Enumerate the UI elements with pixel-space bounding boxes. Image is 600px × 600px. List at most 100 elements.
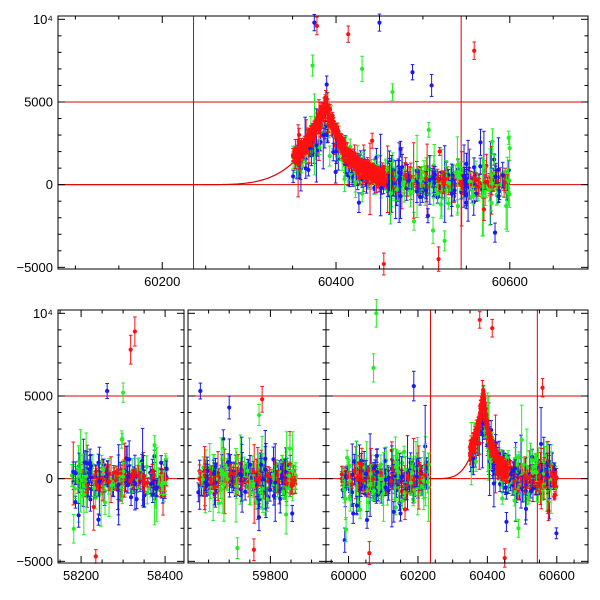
- x-tick-label: 58200: [63, 568, 99, 583]
- data-point: [446, 201, 451, 206]
- data-point: [120, 474, 126, 479]
- data-point: [490, 181, 495, 186]
- data-point: [404, 186, 409, 191]
- data-point: [366, 162, 372, 167]
- data-point: [216, 501, 221, 506]
- y-tick-label: −5000: [16, 554, 53, 569]
- data-point: [116, 482, 121, 487]
- data-point: [354, 158, 359, 163]
- data-point: [376, 169, 381, 174]
- data-point: [164, 466, 169, 471]
- data-point: [140, 478, 145, 484]
- data-point: [430, 228, 436, 233]
- data-point: [88, 463, 93, 469]
- data-point: [321, 115, 326, 120]
- data-point: [359, 164, 364, 169]
- data-point: [435, 176, 440, 181]
- data-point: [346, 32, 351, 37]
- y-tick-label: 5000: [24, 388, 53, 403]
- data-point: [303, 166, 308, 171]
- data-point: [366, 174, 371, 179]
- data-point: [388, 191, 393, 196]
- data-point: [379, 185, 384, 191]
- y-tick-label: 10⁴: [33, 12, 53, 27]
- data-point: [449, 191, 454, 196]
- data-point: [341, 141, 346, 147]
- data-point: [326, 113, 332, 119]
- y-tick-label: −5000: [16, 260, 53, 275]
- data-point: [329, 122, 334, 127]
- data-point: [119, 437, 124, 442]
- data-point: [296, 155, 301, 160]
- data-point: [326, 105, 331, 110]
- data-point: [481, 207, 487, 212]
- data-point: [441, 179, 446, 184]
- data-point: [151, 472, 156, 477]
- data-point: [163, 480, 168, 486]
- data-point: [91, 504, 96, 510]
- data-point: [296, 132, 302, 138]
- data-point: [291, 174, 296, 179]
- data-point: [417, 194, 423, 199]
- data-point: [256, 412, 262, 418]
- data-point: [380, 167, 385, 172]
- data-point: [133, 470, 138, 475]
- data-point: [411, 219, 417, 224]
- data-point: [73, 500, 78, 505]
- data-point: [429, 83, 434, 88]
- data-point: [438, 202, 444, 207]
- data-point: [453, 170, 458, 175]
- data-point: [140, 465, 145, 470]
- data-point: [76, 513, 81, 518]
- data-point: [145, 480, 150, 485]
- data-point: [323, 95, 328, 101]
- data-point: [397, 177, 402, 182]
- data-point: [75, 479, 80, 484]
- data-point: [444, 180, 450, 185]
- data-point: [71, 526, 76, 531]
- data-point: [317, 144, 322, 150]
- data-point: [492, 230, 498, 235]
- data-point: [377, 20, 382, 25]
- data-point: [377, 178, 382, 183]
- data-point: [125, 482, 130, 488]
- data-point: [467, 179, 472, 184]
- bottom-segment-2: 59800: [187, 309, 327, 583]
- data-point: [148, 481, 154, 487]
- data-point: [464, 161, 469, 166]
- data-point: [482, 164, 487, 170]
- data-point: [312, 126, 317, 131]
- bottom-segment-1: −5000 0 5000 10⁴ 58200 58400: [16, 306, 185, 583]
- data-point: [426, 127, 431, 132]
- data-point: [91, 486, 97, 491]
- data-point: [306, 132, 311, 138]
- data-point: [424, 176, 429, 181]
- data-point: [472, 175, 477, 180]
- data-point: [134, 497, 139, 502]
- data-point: [305, 142, 310, 147]
- data-point: [78, 468, 83, 474]
- data-point: [492, 157, 497, 162]
- data-point: [84, 473, 89, 478]
- data-point: [472, 48, 477, 53]
- data-point: [391, 176, 396, 182]
- data-point: [72, 486, 78, 491]
- data-point: [97, 479, 102, 484]
- data-point: [359, 66, 365, 72]
- data-point: [427, 177, 432, 183]
- data-point: [435, 191, 440, 196]
- data-point: [381, 174, 386, 179]
- x-tick-label: 60600: [492, 274, 528, 289]
- data-point: [128, 495, 134, 500]
- data-point: [314, 23, 320, 29]
- plot-frame: [57, 15, 589, 270]
- data-point: [136, 473, 141, 478]
- data-point: [502, 180, 507, 185]
- data-point: [308, 139, 313, 144]
- data-point: [442, 238, 447, 243]
- data-point: [430, 175, 436, 181]
- data-point: [316, 119, 321, 124]
- data-point: [464, 200, 469, 205]
